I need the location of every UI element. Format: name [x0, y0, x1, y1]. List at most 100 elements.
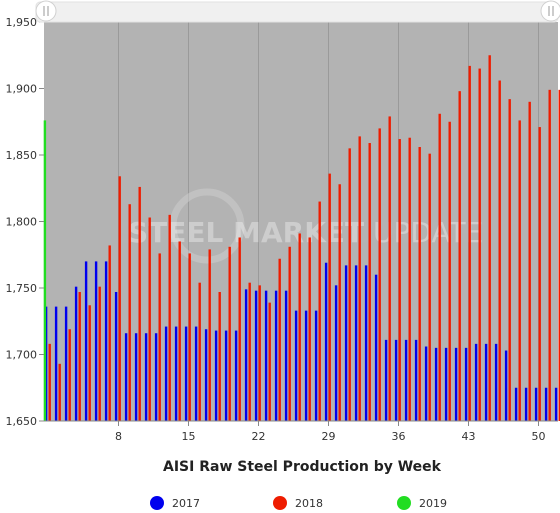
bar-2018-week-23 — [268, 302, 271, 421]
legend-swatch — [150, 496, 164, 510]
bar-2017-week-3 — [64, 306, 68, 421]
bar-2017-week-20 — [234, 330, 238, 421]
bar-2017-week-28 — [314, 310, 318, 421]
navigator-left-handle[interactable] — [35, 0, 57, 22]
bar-2017-week-14 — [174, 326, 178, 421]
bar-2017-week-15 — [184, 326, 188, 421]
x-axis: 8 15 22 29 36 43 50 — [115, 421, 546, 443]
bar-2017-week-24 — [274, 290, 278, 421]
bar-2018-week-22 — [258, 285, 261, 421]
bar-2018-week-16 — [198, 282, 201, 421]
y-tick-label: 1,800 — [6, 216, 38, 229]
bar-2018-week-44 — [478, 68, 481, 422]
bar-2018-week-46 — [498, 80, 501, 422]
legend-item-2018[interactable]: 2018 — [273, 496, 323, 510]
bar-2017-week-36 — [394, 339, 398, 421]
bar-2018-week-34 — [378, 128, 381, 421]
bar-2018-week-6 — [98, 286, 101, 421]
bar-2018-week-12 — [158, 253, 161, 421]
bar-2017-week-26 — [294, 310, 298, 421]
bar-2017-week-23 — [264, 290, 268, 421]
bar-2017-week-2 — [54, 306, 58, 421]
bar-2017-week-46 — [494, 343, 498, 421]
bar-2017-week-52 — [554, 387, 558, 421]
bar-2017-week-10 — [134, 333, 138, 421]
bar-2017-week-40 — [434, 347, 438, 421]
bar-2017-week-37 — [404, 339, 408, 421]
bar-2018-week-31 — [348, 148, 351, 421]
bar-2017-week-35 — [384, 339, 388, 421]
bar-2018-week-9 — [128, 204, 131, 421]
bar-2017-week-7 — [104, 261, 108, 421]
bar-2017-week-12 — [154, 333, 158, 421]
bar-2018-week-40 — [438, 113, 441, 422]
bar-2017-week-8 — [114, 291, 118, 421]
bar-2018-week-27 — [308, 237, 311, 421]
bar-2017-week-30 — [334, 285, 338, 421]
bar-2017-week-18 — [214, 330, 218, 421]
bar-2019-week-1 — [43, 120, 47, 422]
bar-2017-week-6 — [94, 261, 98, 421]
bar-2018-week-25 — [288, 246, 291, 421]
bar-2017-week-34 — [374, 274, 378, 421]
x-tick-label: 15 — [182, 430, 196, 443]
legend-label: 2018 — [295, 497, 323, 510]
bar-2018-week-4 — [78, 291, 81, 421]
bar-2017-week-44 — [474, 343, 478, 421]
bar-2018-week-36 — [398, 139, 401, 422]
bar-2017-week-45 — [484, 343, 488, 421]
bar-2017-week-39 — [424, 346, 428, 421]
legend-label: 2017 — [172, 497, 200, 510]
bar-2017-week-31 — [344, 265, 348, 421]
bars — [43, 55, 560, 422]
bar-2017-week-48 — [514, 387, 518, 421]
bar-2018-week-35 — [388, 116, 391, 422]
x-tick-label: 36 — [392, 430, 406, 443]
bar-2017-week-50 — [534, 387, 538, 421]
bar-2018-week-8 — [118, 176, 121, 421]
x-tick-label: 8 — [115, 430, 122, 443]
bar-2017-week-4 — [74, 286, 78, 421]
bar-2017-week-17 — [204, 329, 208, 421]
watermark-text: STEEL MARKET UPDATE — [128, 216, 483, 249]
bar-2018-week-45 — [488, 55, 491, 421]
legend-item-2017[interactable]: 2017 — [150, 496, 200, 510]
bar-2018-week-11 — [148, 217, 151, 421]
y-tick-label: 1,750 — [6, 282, 38, 295]
bar-2018-week-13 — [168, 214, 171, 421]
bar-2018-week-17 — [208, 249, 211, 421]
watermark-bold: STEEL MARKET — [128, 216, 364, 249]
y-tick-label: 1,950 — [6, 16, 38, 29]
bar-2017-week-27 — [304, 310, 308, 421]
x-tick-label: 50 — [532, 430, 546, 443]
bar-2018-week-19 — [228, 246, 231, 421]
legend-swatch — [273, 496, 287, 510]
bar-2018-week-29 — [328, 173, 331, 421]
y-tick-label: 1,900 — [6, 83, 38, 96]
bar-2018-week-51 — [548, 89, 551, 421]
bar-2018-week-37 — [408, 137, 411, 421]
y-axis: 1,650 1,700 1,750 1,800 1,850 1,900 1,950 — [6, 16, 44, 428]
legend: 2017 2018 2019 — [150, 496, 447, 510]
bar-2018-week-48 — [518, 120, 521, 422]
bar-2017-week-11 — [144, 333, 148, 421]
bar-2018-week-7 — [108, 245, 111, 421]
bar-2017-week-47 — [504, 350, 508, 421]
bar-2018-week-47 — [508, 99, 511, 421]
navigator-right-handle[interactable] — [540, 0, 560, 22]
bar-2017-week-22 — [254, 290, 258, 421]
navigator-track[interactable] — [35, 1, 559, 23]
bar-2018-week-21 — [248, 282, 251, 421]
y-tick-label: 1,850 — [6, 149, 38, 162]
bar-2018-week-10 — [138, 186, 141, 421]
bar-2017-week-49 — [524, 387, 528, 421]
bar-2018-week-20 — [238, 237, 241, 421]
bar-2018-week-28 — [318, 201, 321, 421]
bar-2018-week-2 — [58, 363, 61, 421]
bar-2018-week-1 — [48, 343, 51, 421]
bar-2018-week-30 — [338, 184, 341, 421]
legend-item-2019[interactable]: 2019 — [397, 496, 447, 510]
bar-2017-week-25 — [284, 290, 288, 421]
bar-2018-week-18 — [218, 291, 221, 421]
bar-2018-week-42 — [458, 91, 461, 421]
